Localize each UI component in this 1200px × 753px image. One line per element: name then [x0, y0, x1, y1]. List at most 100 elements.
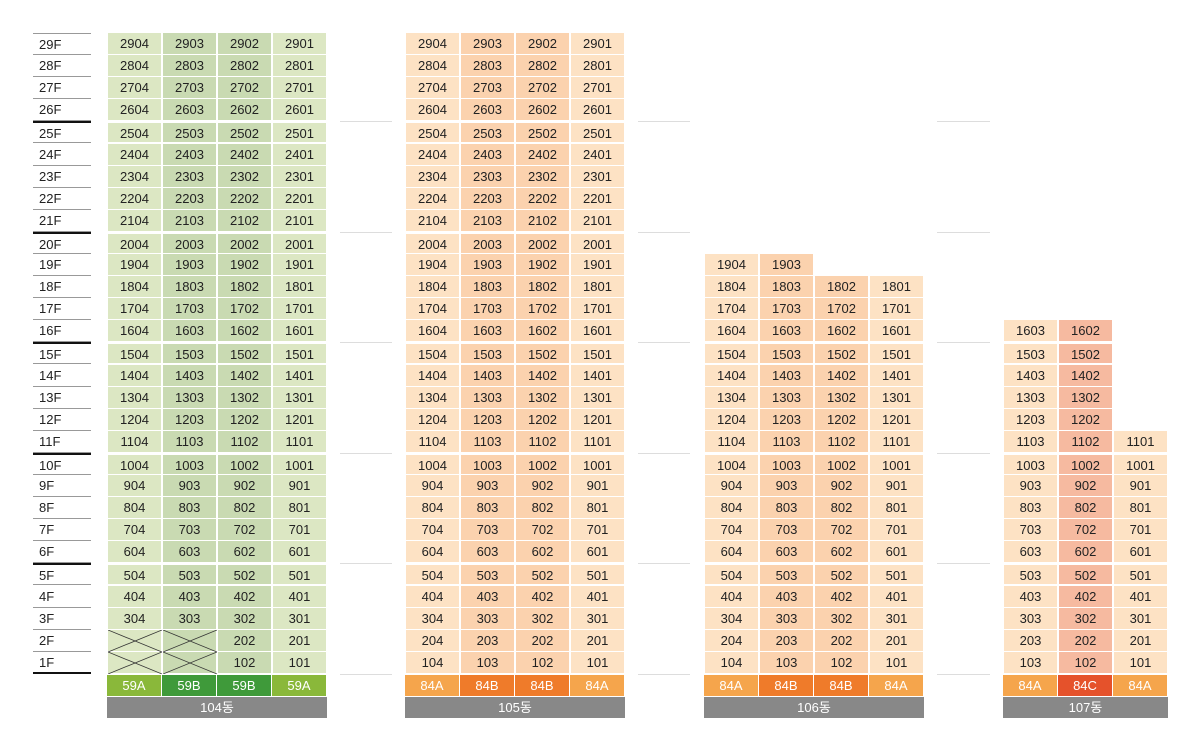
unit-cell[interactable]: 704	[704, 519, 759, 542]
unit-cell[interactable]: 2701	[272, 77, 327, 100]
unit-cell[interactable]: 603	[460, 541, 515, 564]
unit-cell[interactable]: 2901	[570, 33, 625, 55]
unit-cell[interactable]: 404	[704, 585, 759, 608]
unit-cell[interactable]: 803	[162, 497, 217, 520]
unit-cell[interactable]: 301	[570, 607, 625, 630]
unit-cell[interactable]: 1003	[162, 452, 217, 475]
unit-cell[interactable]: 1501	[869, 342, 924, 365]
unit-cell[interactable]: 1401	[570, 364, 625, 387]
unit-cell[interactable]: 103	[1003, 651, 1058, 674]
unit-cell[interactable]: 403	[1003, 585, 1058, 608]
unit-cell[interactable]: 1302	[515, 386, 570, 409]
unit-cell[interactable]: 201	[1113, 629, 1168, 652]
unit-cell[interactable]: 2104	[405, 209, 460, 232]
unit-cell[interactable]: 1301	[570, 386, 625, 409]
unit-cell[interactable]: 703	[759, 519, 814, 542]
unit-cell[interactable]: 1701	[272, 298, 327, 321]
unit-cell[interactable]: 802	[1058, 497, 1113, 520]
unit-cell[interactable]: 2503	[460, 121, 515, 144]
unit-cell[interactable]: 1801	[570, 276, 625, 299]
unit-cell[interactable]: 1304	[107, 386, 162, 409]
unit-cell[interactable]: 201	[272, 629, 327, 652]
unit-cell[interactable]: 903	[460, 475, 515, 497]
unit-cell[interactable]: 1803	[460, 276, 515, 299]
unit-cell[interactable]: 103	[460, 651, 515, 674]
unit-cell[interactable]: 101	[1113, 651, 1168, 674]
unit-cell[interactable]: 902	[1058, 475, 1113, 497]
unit-cell[interactable]: 1304	[704, 386, 759, 409]
unit-cell[interactable]: 1001	[869, 452, 924, 475]
unit-cell[interactable]: 1601	[570, 320, 625, 343]
unit-cell[interactable]: 2001	[570, 231, 625, 254]
unit-cell[interactable]: 1704	[405, 298, 460, 321]
unit-cell[interactable]: 602	[1058, 541, 1113, 564]
unit-cell[interactable]: 2704	[405, 77, 460, 100]
unit-cell[interactable]: 802	[515, 497, 570, 520]
unit-cell[interactable]: 1602	[217, 320, 272, 343]
unit-cell[interactable]: 203	[759, 629, 814, 652]
unit-cell[interactable]: 1502	[1058, 342, 1113, 365]
unit-cell[interactable]: 2803	[162, 55, 217, 78]
unit-cell[interactable]: 403	[460, 585, 515, 608]
unit-cell[interactable]: 1404	[704, 364, 759, 387]
unit-cell[interactable]: 102	[515, 651, 570, 674]
unit-cell[interactable]: 2501	[272, 121, 327, 144]
unit-cell[interactable]: 902	[515, 475, 570, 497]
unit-cell[interactable]: 2204	[107, 187, 162, 210]
unit-cell[interactable]: 1104	[107, 430, 162, 453]
unit-cell[interactable]: 901	[1113, 475, 1168, 497]
unit-cell[interactable]: 2403	[162, 143, 217, 166]
unit-cell[interactable]: 703	[460, 519, 515, 542]
unit-cell[interactable]: 1602	[1058, 320, 1113, 343]
unit-cell[interactable]: 2302	[515, 165, 570, 188]
unit-cell[interactable]: 1702	[515, 298, 570, 321]
unit-cell[interactable]: 1004	[704, 452, 759, 475]
unit-cell[interactable]: 402	[217, 585, 272, 608]
unit-cell[interactable]: 302	[814, 607, 869, 630]
unit-cell[interactable]: 402	[1058, 585, 1113, 608]
unit-cell[interactable]: 304	[405, 607, 460, 630]
unit-cell[interactable]: 903	[162, 475, 217, 497]
unit-cell[interactable]: 1202	[814, 408, 869, 431]
unit-cell[interactable]: 601	[1113, 541, 1168, 564]
unit-cell[interactable]: 1002	[217, 452, 272, 475]
unit-cell[interactable]: 904	[107, 475, 162, 497]
unit-cell[interactable]: 202	[1058, 629, 1113, 652]
unit-cell[interactable]: 703	[162, 519, 217, 542]
unit-cell[interactable]: 1904	[107, 254, 162, 276]
unit-cell[interactable]: 1403	[1003, 364, 1058, 387]
unit-cell[interactable]: 303	[759, 607, 814, 630]
unit-cell[interactable]: 801	[1113, 497, 1168, 520]
unit-cell[interactable]: 1104	[405, 430, 460, 453]
unit-cell[interactable]: 304	[704, 607, 759, 630]
unit-cell[interactable]: 602	[217, 541, 272, 564]
unit-cell[interactable]: 203	[460, 629, 515, 652]
unit-cell[interactable]: 1703	[162, 298, 217, 321]
unit-cell[interactable]: 202	[217, 629, 272, 652]
unit-cell[interactable]: 1903	[759, 254, 814, 276]
unit-cell[interactable]: 2103	[162, 209, 217, 232]
unit-cell[interactable]: 1902	[515, 254, 570, 276]
unit-cell[interactable]: 501	[1113, 563, 1168, 586]
unit-cell[interactable]: 802	[217, 497, 272, 520]
unit-cell[interactable]: 1802	[814, 276, 869, 299]
unit-cell[interactable]: 1703	[759, 298, 814, 321]
unit-cell[interactable]: 401	[570, 585, 625, 608]
unit-cell[interactable]: 1503	[162, 342, 217, 365]
unit-cell[interactable]: 1201	[570, 408, 625, 431]
unit-cell[interactable]: 2701	[570, 77, 625, 100]
unit-cell[interactable]: 101	[869, 651, 924, 674]
unit-cell[interactable]: 1903	[162, 254, 217, 276]
unit-cell[interactable]: 2203	[162, 187, 217, 210]
unit-cell[interactable]: 202	[814, 629, 869, 652]
unit-cell[interactable]: 701	[1113, 519, 1168, 542]
unit-cell[interactable]: 2403	[460, 143, 515, 166]
unit-cell[interactable]: 2603	[162, 99, 217, 122]
unit-cell[interactable]: 1504	[405, 342, 460, 365]
unit-cell[interactable]: 2304	[107, 165, 162, 188]
unit-cell[interactable]: 2404	[405, 143, 460, 166]
unit-cell[interactable]: 1002	[814, 452, 869, 475]
unit-cell[interactable]: 1102	[814, 430, 869, 453]
unit-cell[interactable]: 102	[814, 651, 869, 674]
unit-cell[interactable]: 701	[570, 519, 625, 542]
